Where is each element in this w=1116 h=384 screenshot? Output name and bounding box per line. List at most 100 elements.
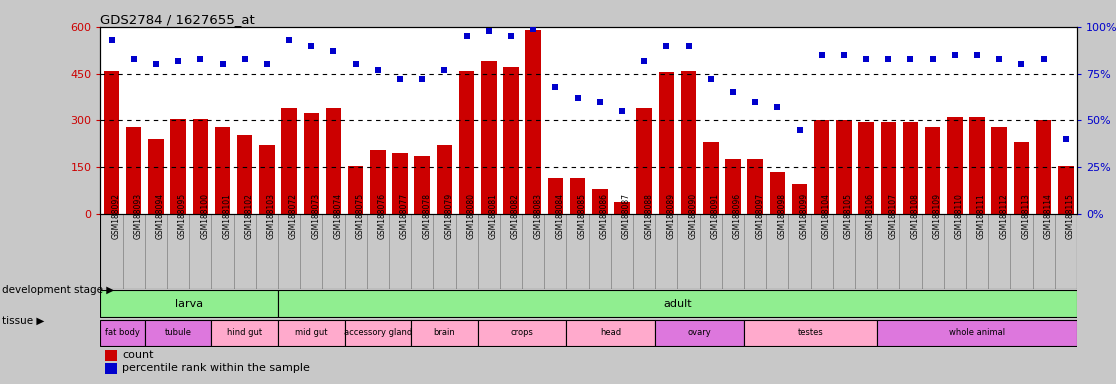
Text: GSM188098: GSM188098 <box>778 193 787 239</box>
Point <box>569 95 587 101</box>
Bar <box>323 214 345 289</box>
Text: GSM188092: GSM188092 <box>112 193 121 239</box>
Bar <box>681 71 696 214</box>
Point <box>191 56 209 62</box>
Text: GSM188097: GSM188097 <box>756 193 764 239</box>
Bar <box>814 121 829 214</box>
Bar <box>304 113 319 214</box>
Text: tubule: tubule <box>165 328 192 337</box>
Bar <box>345 319 411 346</box>
Text: GSM188087: GSM188087 <box>622 193 631 239</box>
Text: GSM188095: GSM188095 <box>179 193 187 239</box>
Bar <box>925 127 941 214</box>
Bar <box>414 156 430 214</box>
Point <box>879 56 897 62</box>
Text: accessory gland: accessory gland <box>344 328 412 337</box>
Bar <box>877 319 1077 346</box>
Bar <box>836 121 852 214</box>
Point <box>235 56 253 62</box>
Bar <box>105 363 117 374</box>
Point <box>724 89 742 96</box>
Text: GSM188100: GSM188100 <box>200 193 210 239</box>
Bar <box>770 172 785 214</box>
Bar <box>459 71 474 214</box>
Text: GSM188079: GSM188079 <box>444 193 453 239</box>
Point <box>347 61 365 68</box>
Bar <box>567 319 655 346</box>
Text: tissue ▶: tissue ▶ <box>2 316 45 326</box>
Bar <box>123 214 145 289</box>
Text: GSM188096: GSM188096 <box>733 193 742 239</box>
Bar <box>371 150 386 214</box>
Text: GSM188103: GSM188103 <box>267 193 276 239</box>
Text: percentile rank within the sample: percentile rank within the sample <box>122 364 310 374</box>
Text: GSM188083: GSM188083 <box>533 193 542 239</box>
Bar <box>855 214 877 289</box>
Point <box>258 61 276 68</box>
Bar <box>193 119 208 214</box>
Text: GSM188072: GSM188072 <box>289 193 298 239</box>
Bar <box>100 214 123 289</box>
Bar <box>237 134 252 214</box>
Text: GSM188114: GSM188114 <box>1043 194 1052 239</box>
Point <box>613 108 631 114</box>
Text: fat body: fat body <box>105 328 141 337</box>
Bar <box>348 166 364 214</box>
Bar <box>148 139 164 214</box>
Text: GSM188089: GSM188089 <box>666 193 675 239</box>
Bar <box>481 61 497 214</box>
Bar <box>214 127 230 214</box>
Bar <box>278 214 300 289</box>
Bar <box>1055 214 1077 289</box>
Bar <box>411 319 478 346</box>
Point <box>990 56 1008 62</box>
Bar <box>791 184 807 214</box>
Text: GSM188073: GSM188073 <box>311 193 320 239</box>
Text: count: count <box>122 350 153 360</box>
Bar <box>526 30 541 214</box>
Point <box>857 56 875 62</box>
Point <box>790 127 808 133</box>
Point <box>590 99 608 105</box>
Bar <box>278 319 345 346</box>
Bar <box>500 214 522 289</box>
Bar <box>947 118 963 214</box>
Bar <box>233 214 256 289</box>
Bar <box>211 214 233 289</box>
Bar <box>833 214 855 289</box>
Text: testes: testes <box>798 328 824 337</box>
Point <box>769 104 787 111</box>
Text: development stage ▶: development stage ▶ <box>2 285 115 295</box>
Bar <box>725 159 741 214</box>
Bar <box>367 214 389 289</box>
Point <box>458 33 475 39</box>
Point <box>125 56 143 62</box>
Bar <box>991 127 1007 214</box>
Bar <box>326 108 341 214</box>
Bar <box>433 214 455 289</box>
Point <box>435 67 453 73</box>
Bar <box>1013 142 1029 214</box>
Point <box>902 56 920 62</box>
Bar <box>256 214 278 289</box>
Point <box>680 43 698 49</box>
Text: GSM188110: GSM188110 <box>955 194 964 239</box>
Point <box>835 52 853 58</box>
Bar <box>389 214 411 289</box>
Text: GSM188107: GSM188107 <box>888 193 897 239</box>
Bar <box>104 71 119 214</box>
Point <box>812 52 830 58</box>
Text: GSM188086: GSM188086 <box>599 193 609 239</box>
Text: GSM188099: GSM188099 <box>799 193 808 239</box>
Point <box>103 37 121 43</box>
Point <box>280 37 298 43</box>
Text: GSM188084: GSM188084 <box>556 193 565 239</box>
Text: GSM188106: GSM188106 <box>866 193 875 239</box>
Bar <box>171 119 186 214</box>
Point <box>747 99 764 105</box>
Point <box>213 61 231 68</box>
Bar <box>211 319 278 346</box>
Point <box>302 43 320 49</box>
Point <box>480 28 498 34</box>
Bar <box>899 214 922 289</box>
